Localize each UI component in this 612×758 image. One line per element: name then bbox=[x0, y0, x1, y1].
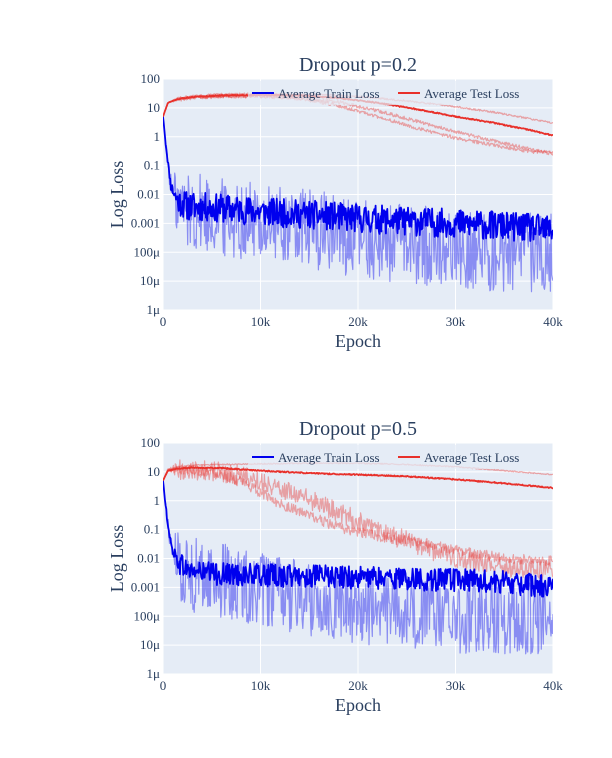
y-tick-label: 10 bbox=[147, 464, 160, 479]
y-tick-label: 0.1 bbox=[144, 522, 160, 537]
x-tick-label: 10k bbox=[251, 678, 271, 693]
legend-label: Average Train Loss bbox=[278, 450, 380, 465]
y-tick-label: 0.01 bbox=[137, 187, 160, 202]
x-tick-label: 0 bbox=[160, 678, 167, 693]
x-tick-label: 30k bbox=[446, 678, 466, 693]
y-tick-label: 100μ bbox=[134, 608, 161, 623]
test-loss-run-line bbox=[163, 93, 553, 156]
y-tick-label: 1μ bbox=[147, 666, 161, 681]
x-axis-title: Epoch bbox=[335, 695, 381, 715]
train-loss-average-line bbox=[163, 116, 553, 242]
legend-label: Average Test Loss bbox=[424, 86, 519, 101]
x-tick-label: 40k bbox=[543, 678, 563, 693]
y-tick-label: 10 bbox=[147, 100, 160, 115]
y-tick-label: 1 bbox=[154, 129, 161, 144]
chart-title: Dropout p=0.2 bbox=[299, 54, 417, 76]
test-loss-run-line bbox=[163, 459, 553, 580]
legend-label: Average Train Loss bbox=[278, 86, 380, 101]
plot-area bbox=[163, 459, 553, 655]
legend: Average Train Loss Average Test Loss bbox=[248, 81, 535, 105]
x-tick-label: 20k bbox=[348, 678, 368, 693]
chart-2: 0 10k 20k 30k 40k 100 10 1 0.1 0.01 0.001 100μ 10μ 1μ… bbox=[107, 418, 563, 715]
legend-label: Average Test Loss bbox=[424, 450, 519, 465]
y-tick-label: 10μ bbox=[140, 273, 160, 288]
legend-background bbox=[248, 445, 535, 469]
chart-title: Dropout p=0.5 bbox=[299, 418, 417, 440]
x-tick-label: 20k bbox=[348, 314, 368, 329]
y-tick-label: 1 bbox=[154, 493, 161, 508]
y-tick-label: 0.1 bbox=[144, 158, 160, 173]
y-axis-title: Log Loss bbox=[107, 161, 127, 229]
y-tick-label: 100 bbox=[141, 71, 161, 86]
y-tick-label: 100μ bbox=[134, 244, 161, 259]
y-tick-label: 10μ bbox=[140, 637, 160, 652]
test-loss-average-line bbox=[163, 466, 553, 490]
y-tick-label: 0.01 bbox=[137, 551, 160, 566]
y-tick-label: 1μ bbox=[147, 302, 161, 317]
chart-1: 0 10k 20k 30k 40k 100 10 1 0.1 0.01 0.001 100μ 10μ 1μ… bbox=[107, 54, 563, 351]
x-axis-title: Epoch bbox=[335, 331, 381, 351]
x-tick-label: 0 bbox=[160, 314, 167, 329]
x-tick-label: 40k bbox=[543, 314, 563, 329]
train-loss-average-line bbox=[163, 480, 553, 598]
legend-background bbox=[248, 81, 535, 105]
y-tick-label: 0.001 bbox=[131, 215, 160, 230]
y-tick-label: 0.001 bbox=[131, 579, 160, 594]
x-tick-label: 10k bbox=[251, 314, 271, 329]
plot-area bbox=[163, 92, 553, 293]
test-loss-run-line bbox=[163, 465, 553, 567]
train-loss-run-line bbox=[163, 480, 553, 655]
legend: Average Train Loss Average Test Loss bbox=[248, 445, 535, 469]
y-tick-label: 100 bbox=[141, 435, 161, 450]
x-tick-label: 30k bbox=[446, 314, 466, 329]
y-axis-title: Log Loss bbox=[107, 525, 127, 593]
